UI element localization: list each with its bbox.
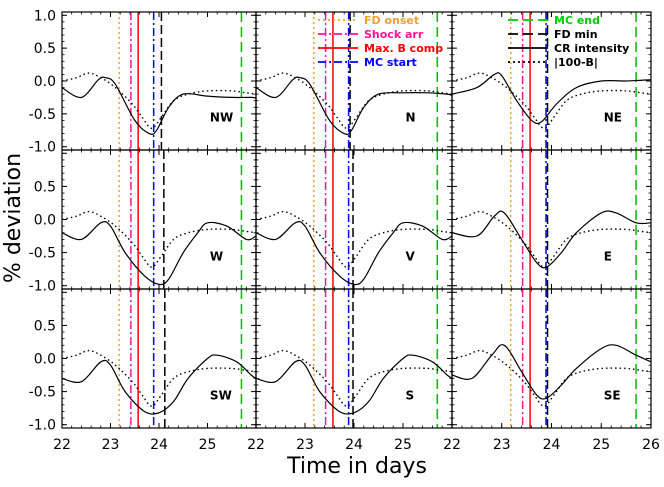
- b-deviation-line: [451, 349, 652, 407]
- b-deviation-line: [255, 72, 453, 130]
- x-tick-label: 22: [53, 437, 71, 453]
- x-tick-label: 26: [642, 437, 660, 453]
- y-tick-label: 0.5: [34, 41, 56, 57]
- y-tick-label: 0.0: [34, 352, 56, 368]
- x-tick-label: 22: [247, 437, 265, 453]
- panel-label: NE: [604, 111, 622, 125]
- b-deviation-line: [61, 349, 257, 407]
- panel-frame: [61, 288, 257, 429]
- x-tick-label: 23: [296, 437, 314, 453]
- legend-left-label: Shock arr: [364, 28, 424, 41]
- b-deviation-line: [61, 210, 257, 268]
- panel-frame: [451, 149, 652, 290]
- b-deviation-line: [451, 210, 652, 268]
- panel-label: NW: [210, 111, 233, 125]
- legend-left-label: MC start: [364, 56, 417, 69]
- y-tick-label: 0.5: [34, 179, 56, 195]
- panel-frame: [255, 149, 453, 290]
- panel-label: S: [405, 389, 414, 403]
- x-tick-label: 24: [345, 437, 363, 453]
- y-tick-label: 0.5: [34, 318, 56, 334]
- legend-left-label: Max. B comp: [364, 42, 443, 55]
- legend-right-label: CR intensity: [554, 42, 629, 55]
- y-axis-label: % deviation: [1, 153, 26, 283]
- panel-label: V: [405, 250, 415, 264]
- panel-label: E: [604, 250, 612, 264]
- panel-frame: [61, 11, 257, 151]
- panel-e: E: [451, 149, 652, 290]
- cr-intensity-line: [255, 76, 453, 136]
- legend-right-label: |100-B|: [554, 56, 598, 69]
- y-tick-label: 0.0: [34, 74, 56, 90]
- b-deviation-line: [61, 72, 257, 130]
- panel-s: S: [255, 288, 453, 429]
- x-tick-label: 25: [199, 437, 217, 453]
- panel-ne: NE: [451, 11, 652, 151]
- panel-frame: [61, 149, 257, 290]
- y-tick-label: -1.0: [29, 140, 56, 156]
- panel-label: SE: [604, 389, 621, 403]
- panel-label: N: [405, 111, 415, 125]
- legend-left-label: FD onset: [364, 14, 419, 27]
- x-tick-label: 24: [543, 437, 561, 453]
- x-tick-label: 25: [592, 437, 610, 453]
- y-tick-label: -0.5: [29, 246, 56, 262]
- x-tick-label: 23: [102, 437, 120, 453]
- panel-se: SE: [451, 288, 652, 429]
- b-deviation-line: [255, 349, 453, 407]
- y-tick-label: -0.5: [29, 385, 56, 401]
- legend-right-label: FD min: [554, 28, 598, 41]
- cr-intensity-line: [451, 210, 652, 269]
- y-tick-label: -1.0: [29, 418, 56, 434]
- panel-nw: NW: [61, 11, 257, 151]
- y-tick-label: 0.0: [34, 213, 56, 229]
- panel-frame: [255, 288, 453, 429]
- x-axis-label: Time in days: [286, 454, 427, 479]
- cr-intensity-line: [255, 220, 453, 286]
- cr-intensity-line: [61, 354, 257, 415]
- panel-v: V: [255, 149, 453, 290]
- panel-sw: SW: [61, 288, 257, 429]
- b-deviation-line: [255, 210, 453, 268]
- b-deviation-line: [451, 72, 652, 130]
- cr-intensity-line: [61, 76, 257, 136]
- panel-label: W: [210, 250, 223, 264]
- y-tick-label: -0.5: [29, 107, 56, 123]
- cr-intensity-line: [451, 344, 652, 400]
- panel-n: N: [255, 11, 453, 151]
- legend-right-label: MC end: [554, 14, 600, 27]
- cr-intensity-line: [61, 220, 257, 286]
- x-tick-label: 24: [150, 437, 168, 453]
- x-tick-label: 22: [443, 437, 461, 453]
- y-tick-label: -1.0: [29, 279, 56, 295]
- x-tick-label: 23: [493, 437, 511, 453]
- x-tick-label: 25: [394, 437, 412, 453]
- y-tick-label: 1.0: [34, 8, 56, 24]
- cr-intensity-line: [451, 72, 652, 125]
- panel-frame: [451, 288, 652, 429]
- panel-w: W: [61, 149, 257, 290]
- cr-intensity-line: [255, 354, 453, 415]
- panel-label: SW: [210, 389, 232, 403]
